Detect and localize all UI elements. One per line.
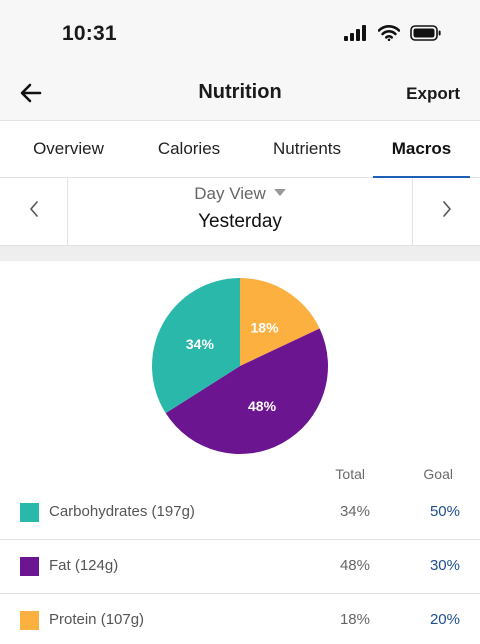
next-day-button[interactable] <box>412 178 480 245</box>
chevron-left-icon <box>28 200 40 223</box>
macro-total: 34% <box>339 503 370 520</box>
cellular-signal-icon <box>344 25 368 46</box>
macros-pie-chart: 18% 48% 34% <box>152 278 328 454</box>
active-tab-indicator <box>373 176 470 179</box>
goal-column-header: Goal <box>423 466 453 482</box>
page-title: Nutrition <box>198 81 282 103</box>
tab-calories[interactable]: Calories <box>157 139 221 158</box>
date-label: Yesterday <box>198 211 282 232</box>
pie-label-fat: 48% <box>248 398 277 414</box>
back-button[interactable] <box>14 78 48 112</box>
app-header: Nutrition Export <box>0 72 480 120</box>
pie-slice-carbohydrates <box>152 278 240 414</box>
color-swatch <box>20 503 39 522</box>
caret-down-icon <box>273 189 286 196</box>
status-time: 10:31 <box>62 22 117 45</box>
color-swatch <box>20 557 39 576</box>
status-bar: 10:31 <box>0 0 480 72</box>
total-column-header: Total <box>335 466 365 482</box>
macro-name: Fat (124g) <box>49 557 119 574</box>
macro-name: Carbohydrates (197g) <box>49 503 195 520</box>
status-icons <box>344 25 442 46</box>
battery-icon <box>410 25 442 46</box>
macro-total: 48% <box>339 557 370 574</box>
macro-row-fat[interactable]: Fat (124g) 48% 30% <box>0 540 480 594</box>
macro-name: Protein (107g) <box>49 611 145 628</box>
tab-nutrients[interactable]: Nutrients <box>272 139 342 158</box>
macro-goal: 20% <box>429 611 460 628</box>
macro-goal: 30% <box>429 557 460 574</box>
pie-slice-protein <box>240 278 320 366</box>
tab-macros[interactable]: Macros <box>391 139 452 158</box>
tab-overview[interactable]: Overview <box>33 139 104 158</box>
pie-slice-fat <box>165 328 328 454</box>
day-view-label: Day View <box>194 184 266 203</box>
tab-bar: Overview Calories Nutrients Macros <box>0 120 480 179</box>
pie-label-protein: 18% <box>251 319 280 335</box>
export-button[interactable]: Export <box>406 84 460 103</box>
date-navigator: Day View Yesterday <box>0 178 480 246</box>
pie-label-carbohydrates: 34% <box>186 336 215 352</box>
color-swatch <box>20 611 39 630</box>
macro-total: 18% <box>339 611 370 628</box>
chevron-right-icon <box>441 200 453 223</box>
macro-row-carbohydrates[interactable]: Carbohydrates (197g) 34% 50% <box>0 486 480 540</box>
arrow-left-icon <box>20 83 42 108</box>
macro-goal: 50% <box>429 503 460 520</box>
previous-day-button[interactable] <box>0 178 68 245</box>
day-view-selector[interactable]: Day View <box>68 184 412 204</box>
wifi-icon <box>377 25 401 46</box>
macro-row-protein[interactable]: Protein (107g) 18% 20% <box>0 594 480 644</box>
section-divider <box>0 246 480 261</box>
